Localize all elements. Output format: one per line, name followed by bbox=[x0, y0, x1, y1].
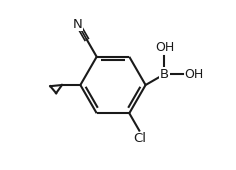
Text: OH: OH bbox=[185, 68, 204, 81]
Text: Cl: Cl bbox=[133, 132, 146, 145]
Text: OH: OH bbox=[155, 41, 174, 54]
Text: N: N bbox=[73, 18, 83, 31]
Text: B: B bbox=[160, 68, 169, 81]
